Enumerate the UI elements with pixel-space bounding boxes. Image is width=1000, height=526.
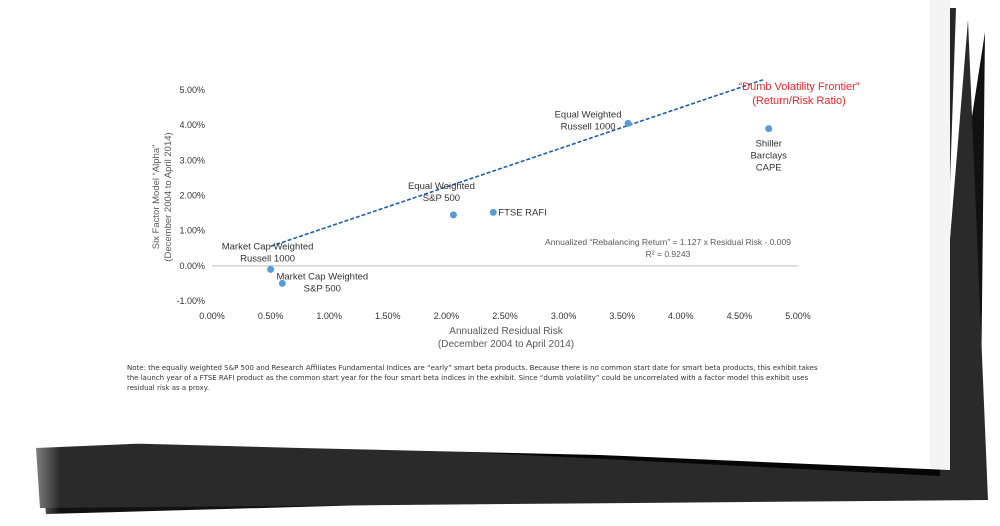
frontier-label-line-2: (Return/Risk Ratio) [752,95,846,107]
frontier-label-line-1: “Dumb Volatility Frontier” [738,81,859,93]
y-axis-title-line-1: Six Factor Model “Alpha” [151,145,162,250]
point-label: Equal Weighted [555,109,622,120]
equation-line-1: Annualized “Rebalancing Return” = 1.127 … [545,237,791,247]
y-tick-label: -1.00% [176,296,205,306]
y-tick-label: 5.00% [179,85,205,95]
x-tick-label: 5.00% [785,311,811,321]
data-point [449,211,457,219]
x-axis-title-line-1: Annualized Residual Risk [449,326,563,337]
regression-equation: Annualized “Rebalancing Return” = 1.127 … [545,237,791,259]
y-axis-title-line-2: (December 2004 to April 2014) [163,132,174,261]
data-point [267,265,275,273]
point-label: FTSE RAFI [498,207,547,218]
x-tick-label: 3.50% [609,311,635,321]
point-label: S&P 500 [423,193,460,204]
y-tick-label: 0.00% [179,261,205,271]
x-tick-label: 1.50% [375,311,401,321]
x-tick-label: 2.00% [434,311,460,321]
point-label: Barclays [750,151,787,162]
y-axis-title: Six Factor Model “Alpha” (December 2004 … [151,132,174,261]
data-point [278,279,286,287]
footnote: Note: the equally weighted S&P 500 and R… [127,364,818,392]
data-point [624,119,632,127]
point-label: Russell 1000 [240,253,295,264]
point-label: Equal Weighted [408,181,475,192]
x-axis-title: Annualized Residual Risk (December 2004 … [438,326,574,350]
point-label: Market Cap Weighted [222,241,314,252]
x-tick-label: 4.50% [727,311,753,321]
frontier-label: “Dumb Volatility Frontier” (Return/Risk … [738,81,859,107]
trendline [270,79,764,248]
y-tick-label: 4.00% [179,120,205,130]
x-tick-label: 1.00% [316,311,342,321]
scatter-plot: 0.00% 0.50% 1.00% 1.50% 2.00% 2.50% 3.00% 3.50%… [176,79,811,321]
equation-line-2: R² = 0.9243 [646,249,691,259]
x-tick-label: 3.00% [551,311,577,321]
point-label: Market Cap Weighted [276,271,368,282]
point-label: S&P 500 [304,283,341,294]
x-tick-label: 0.50% [258,311,284,321]
x-axis-title-line-2: (December 2004 to April 2014) [438,339,574,350]
x-tick-label: 0.00% [199,311,225,321]
point-label: Russell 1000 [561,121,616,132]
data-point [765,125,773,133]
data-point [489,208,497,216]
x-tick-label: 2.50% [492,311,518,321]
y-tick-label: 2.00% [179,191,205,201]
point-label: CAPE [756,163,782,174]
point-label: Shiller [755,139,781,150]
x-tick-label: 4.00% [668,311,694,321]
y-tick-label: 1.00% [179,226,205,236]
y-tick-label: 3.00% [179,155,205,165]
